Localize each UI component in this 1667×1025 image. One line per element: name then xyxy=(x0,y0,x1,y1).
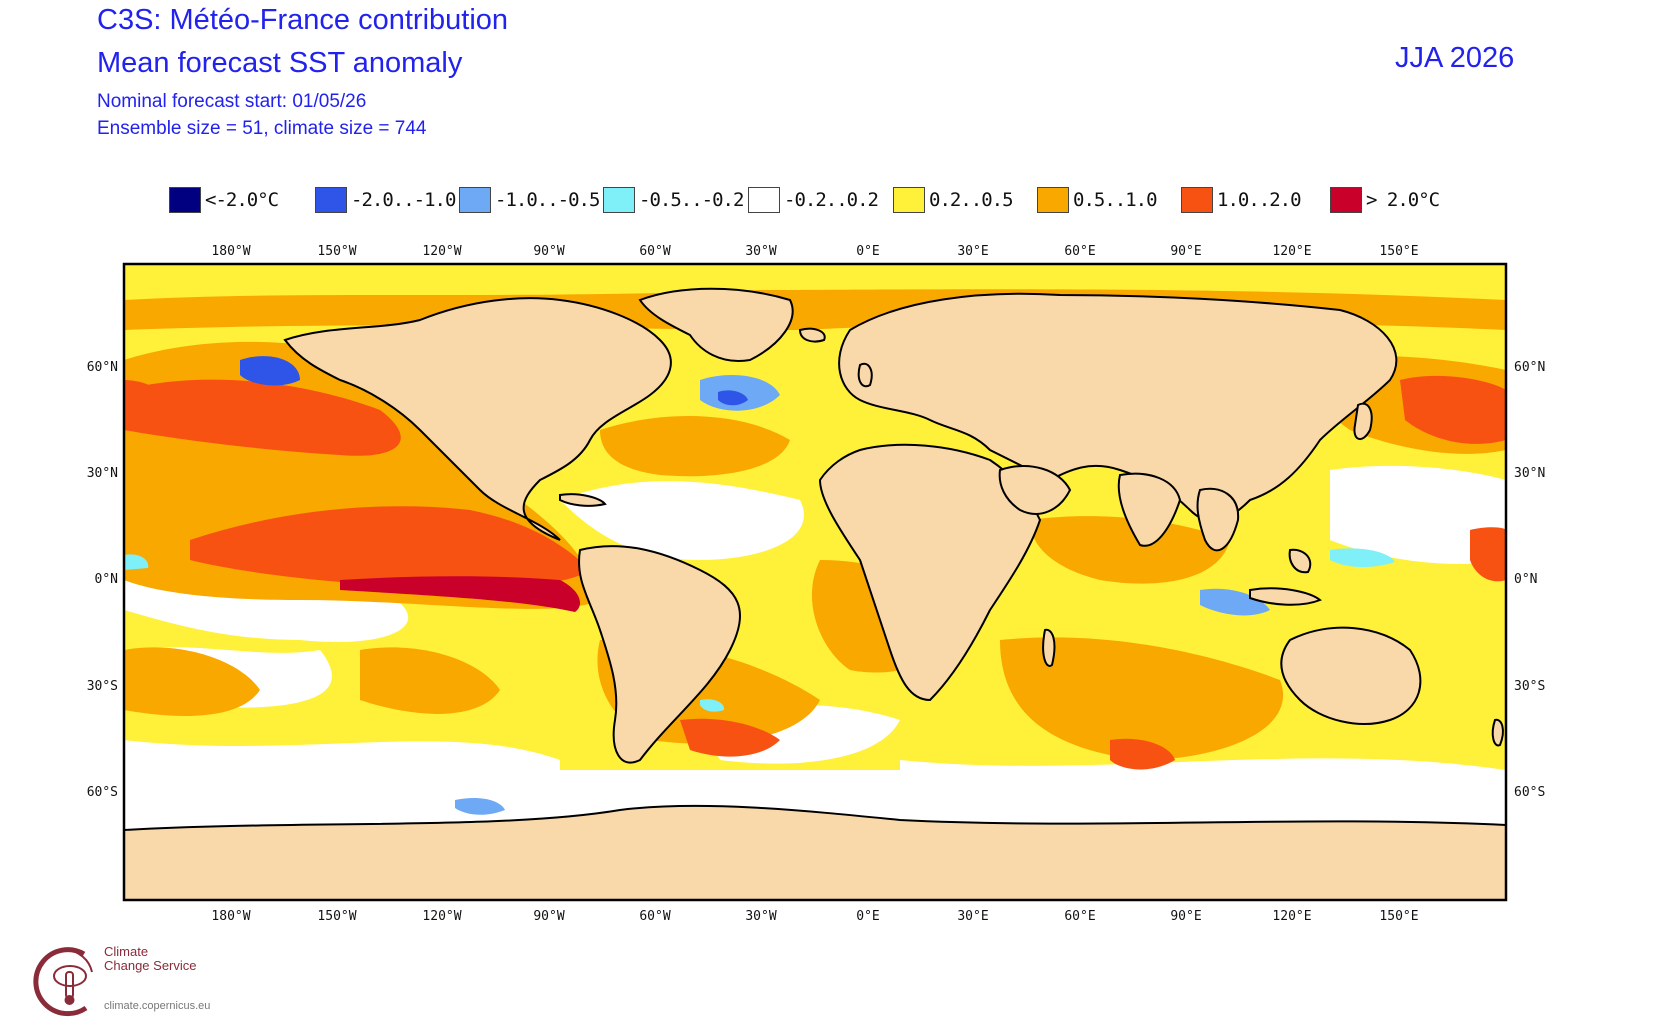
legend-swatch xyxy=(1330,187,1362,213)
latitude-labels-right: 60°N 30°N 0°N 30°S 60°S xyxy=(1514,360,1545,800)
latitude-tick-label: 30°S xyxy=(87,679,118,694)
longitude-tick-label: 150°W xyxy=(317,244,356,259)
forecast-start-text: Nominal forecast start: 01/05/26 xyxy=(97,91,367,112)
legend-swatch xyxy=(1037,187,1069,213)
legend-swatch xyxy=(315,187,347,213)
latitude-labels-left: 60°N 30°N 0°N 30°S 60°S xyxy=(87,360,118,800)
longitude-tick-label: 90°W xyxy=(533,909,564,924)
enso-extreme-anomaly xyxy=(340,576,580,612)
legend-label: <-2.0°C xyxy=(205,189,279,211)
legend-label: -2.0..-1.0 xyxy=(351,189,456,211)
australia xyxy=(1280,626,1422,725)
latitude-tick-label: 60°S xyxy=(87,785,118,800)
legend-label: -0.5..-0.2 xyxy=(639,189,744,211)
map-subtitle: Mean forecast SST anomaly xyxy=(97,47,463,79)
longitude-tick-label: 150°W xyxy=(317,909,356,924)
longitude-tick-label: 30°E xyxy=(957,244,988,259)
latitude-tick-label: 30°N xyxy=(87,466,118,481)
longitude-tick-label: 120°W xyxy=(422,909,461,924)
logo-text-line2: Change Service xyxy=(104,958,197,973)
longitude-tick-label: 0°E xyxy=(856,909,879,924)
longitude-tick-label: 120°E xyxy=(1272,909,1311,924)
logo-url: climate.copernicus.eu xyxy=(104,1000,211,1012)
legend-label: > 2.0°C xyxy=(1366,189,1440,211)
longitude-tick-label: 60°W xyxy=(639,909,670,924)
longitude-labels-bottom: 180°W 150°W 120°W 90°W 60°W 30°W 0°E 30°E 60°E 90… xyxy=(211,909,1418,924)
longitude-labels-top: 180°W 150°W 120°W 90°W 60°W 30°W 0°E 30°E 60°E 90… xyxy=(211,244,1418,259)
legend-label: 0.2..0.5 xyxy=(929,189,1014,211)
longitude-tick-label: 30°W xyxy=(745,244,776,259)
map-title: C3S: Météo-France contribution xyxy=(97,4,509,36)
longitude-tick-label: 60°E xyxy=(1064,909,1095,924)
enso-strong-anomaly xyxy=(190,506,590,588)
legend-swatch xyxy=(169,187,201,213)
copernicus-c3s-logo: Climate Change Service climate.copernicu… xyxy=(26,942,266,1022)
map-frame xyxy=(122,262,1508,902)
greenland xyxy=(638,287,794,362)
north-pacific-strong-anomaly xyxy=(124,379,401,456)
legend-label: 0.5..1.0 xyxy=(1073,189,1158,211)
longitude-tick-label: 30°E xyxy=(957,909,988,924)
legend-label: -0.2..0.2 xyxy=(784,189,879,211)
longitude-tick-label: 90°W xyxy=(533,244,564,259)
latitude-tick-label: 0°N xyxy=(95,572,118,587)
longitude-tick-label: 180°W xyxy=(211,244,250,259)
longitude-tick-label: 90°E xyxy=(1170,909,1201,924)
legend-swatch xyxy=(893,187,925,213)
latitude-tick-label: 0°N xyxy=(1514,572,1537,587)
longitude-tick-label: 90°E xyxy=(1170,244,1201,259)
legend-swatch xyxy=(603,187,635,213)
longitude-tick-label: 60°E xyxy=(1064,244,1095,259)
north-america xyxy=(283,297,672,541)
climate-logo-icon xyxy=(33,947,93,1017)
longitude-tick-label: 150°E xyxy=(1379,909,1418,924)
legend-label: 1.0..2.0 xyxy=(1217,189,1302,211)
map-field xyxy=(124,264,1506,900)
latitude-tick-label: 60°N xyxy=(87,360,118,375)
antarctica xyxy=(124,804,1506,900)
south-america xyxy=(578,545,741,764)
land-masses xyxy=(124,287,1506,900)
legend-swatch xyxy=(1181,187,1213,213)
legend-label: -1.0..-0.5 xyxy=(495,189,600,211)
longitude-tick-label: 150°E xyxy=(1379,244,1418,259)
longitude-tick-label: 60°W xyxy=(639,244,670,259)
forecast-period: JJA 2026 xyxy=(1395,42,1515,74)
legend-swatch xyxy=(748,187,780,213)
legend-swatch xyxy=(459,187,491,213)
longitude-tick-label: 0°E xyxy=(856,244,879,259)
logo-text-line1: Climate xyxy=(104,944,149,959)
latitude-tick-label: 30°N xyxy=(1514,466,1545,481)
latitude-tick-label: 30°S xyxy=(1514,679,1545,694)
gulf-of-alaska-cold xyxy=(240,356,300,386)
ensemble-size-text: Ensemble size = 51, climate size = 744 xyxy=(97,118,427,139)
longitude-tick-label: 180°W xyxy=(211,909,250,924)
longitude-tick-label: 120°W xyxy=(422,244,461,259)
latitude-tick-label: 60°N xyxy=(1514,360,1545,375)
latitude-tick-label: 60°S xyxy=(1514,785,1545,800)
longitude-tick-label: 30°W xyxy=(745,909,776,924)
longitude-tick-label: 120°E xyxy=(1272,244,1311,259)
africa xyxy=(818,443,1042,702)
